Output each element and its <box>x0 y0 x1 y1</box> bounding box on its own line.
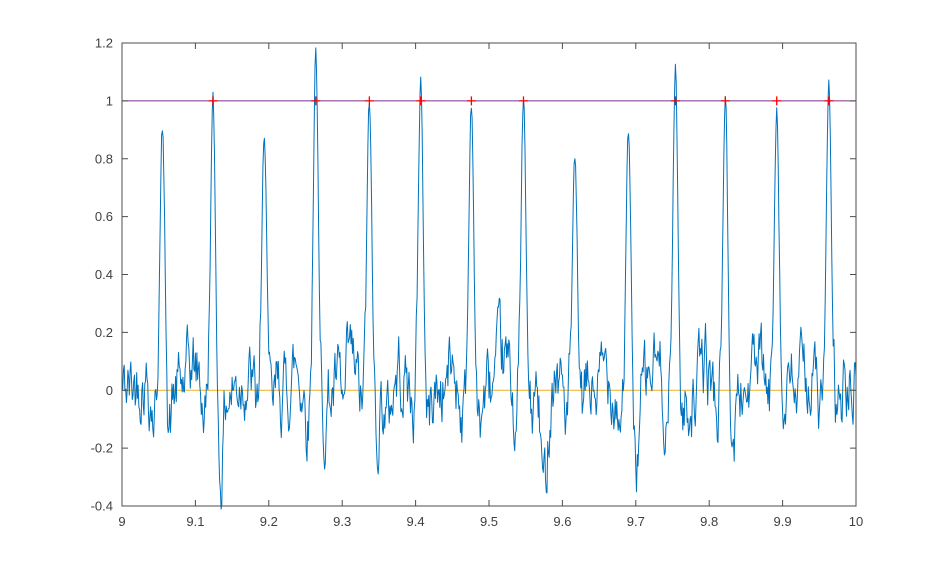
y-tick-label: 0.2 <box>95 325 113 340</box>
x-tick-label: 9.6 <box>553 514 571 529</box>
peak-marker <box>518 96 528 106</box>
y-tick-label: -0.2 <box>91 441 113 456</box>
peak-marker <box>720 96 730 106</box>
x-tick-label: 9.9 <box>774 514 792 529</box>
peak-marker <box>208 96 218 106</box>
x-tick-label: 9.7 <box>627 514 645 529</box>
y-tick-label: 0.8 <box>95 151 113 166</box>
plot-border <box>121 42 857 507</box>
peak-marker <box>311 96 321 106</box>
y-tick-label: 0.4 <box>95 267 113 282</box>
peak-marker <box>824 96 834 106</box>
y-tick-label: 1.2 <box>95 36 113 51</box>
x-tick-label: 10 <box>849 514 863 529</box>
peak-marker <box>364 96 374 106</box>
x-tick-label: 9.4 <box>407 514 425 529</box>
y-tick-label: 0.6 <box>95 209 113 224</box>
y-tick-label: 1 <box>106 93 113 108</box>
x-tick-label: 9.3 <box>333 514 351 529</box>
x-tick-label: 9.5 <box>480 514 498 529</box>
x-tick-label: 9.2 <box>260 514 278 529</box>
x-tick-label: 9 <box>118 514 125 529</box>
peak-marker <box>670 96 680 106</box>
peak-marker <box>466 96 476 106</box>
signal-line <box>121 47 857 510</box>
x-tick-label: 9.8 <box>700 514 718 529</box>
y-tick-label: 0 <box>106 383 113 398</box>
y-tick-label: -0.4 <box>91 499 113 514</box>
peak-marker <box>416 96 426 106</box>
peak-marker <box>772 96 782 106</box>
x-tick-label: 9.1 <box>186 514 204 529</box>
